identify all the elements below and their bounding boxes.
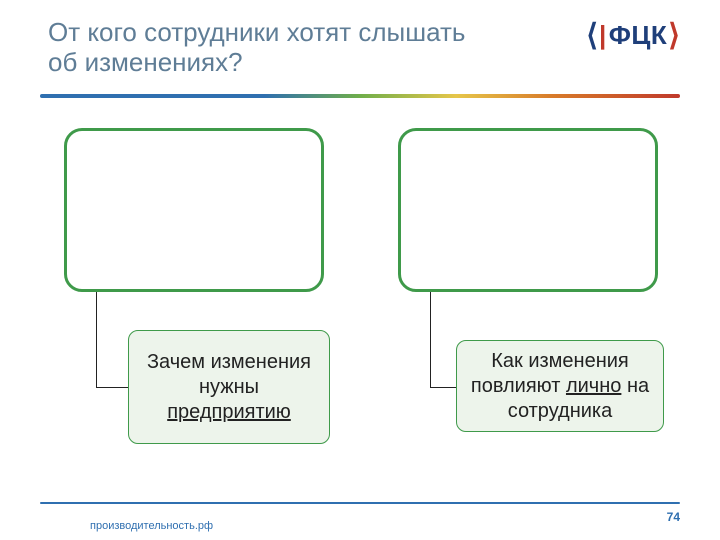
logo: ⟨ | ФЦК ⟩ bbox=[586, 18, 680, 53]
logo-divider: | bbox=[599, 20, 607, 51]
slide-title: От кого сотрудники хотят слышать об изме… bbox=[48, 18, 478, 78]
top-divider bbox=[40, 94, 680, 98]
card-right-big bbox=[398, 128, 658, 292]
card-right-small-text: Как изменения повлияют лично на сотрудни… bbox=[467, 349, 653, 424]
connector-left bbox=[96, 292, 130, 388]
page-number: 74 bbox=[667, 510, 680, 524]
footer-text: производительность.рф bbox=[90, 521, 213, 532]
logo-bracket-right: ⟩ bbox=[668, 18, 680, 53]
card-right-small: Как изменения повлияют лично на сотрудни… bbox=[456, 340, 664, 432]
card-left-big bbox=[64, 128, 324, 292]
logo-bracket-left: ⟨ bbox=[586, 18, 598, 53]
card-left-small-text: Зачем изменения нужны предприятию bbox=[139, 350, 319, 425]
logo-text: ФЦК bbox=[609, 20, 668, 51]
card-left-small: Зачем изменения нужны предприятию bbox=[128, 330, 330, 444]
bottom-divider bbox=[40, 502, 680, 504]
